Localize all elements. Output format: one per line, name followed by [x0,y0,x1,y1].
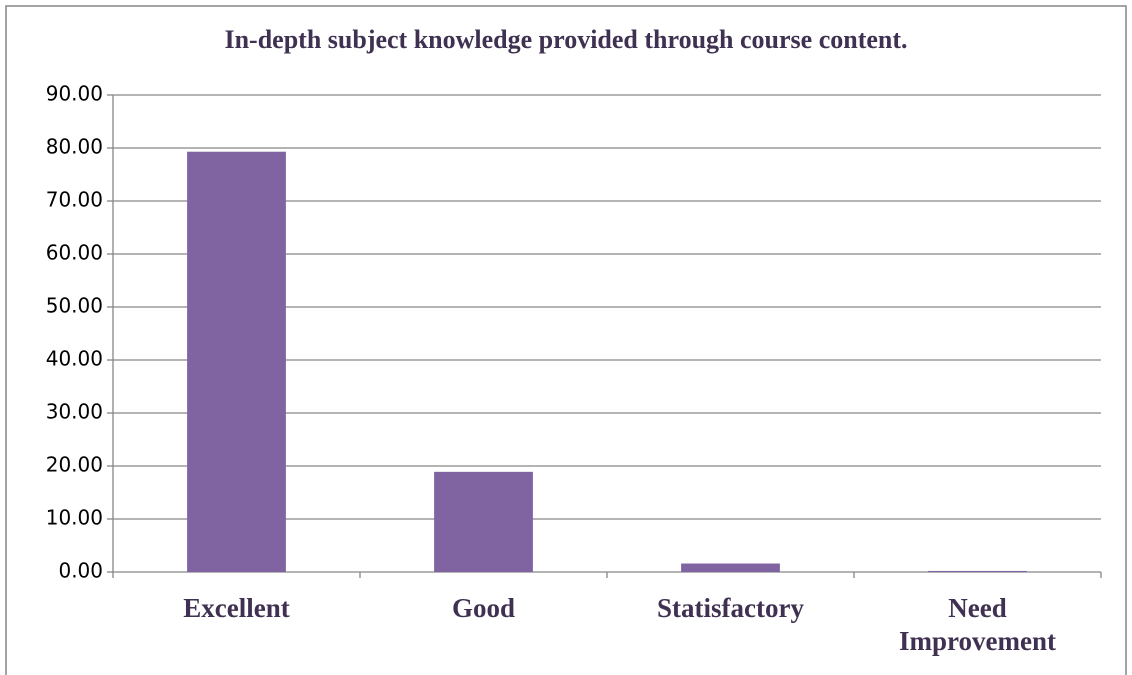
x-tick-label: Statisfactory [657,593,804,623]
y-tick-label: 70.00 [46,188,103,212]
x-tick-label: Excellent [183,593,290,623]
y-tick-label: 30.00 [46,400,103,424]
y-tick-label: 50.00 [46,294,103,318]
y-tick-label: 90.00 [46,82,103,106]
bar [187,151,286,572]
bar [681,563,780,572]
x-tick-label: Need Improvement [899,593,1056,656]
bar [434,471,533,572]
chart-frame [5,5,1127,675]
y-tick-label: 10.00 [46,506,103,530]
bar [928,570,1027,572]
x-tick-label: Good [451,593,516,623]
y-tick-label: 0.00 [58,559,103,583]
y-tick-label: 40.00 [46,347,103,371]
y-tick-label: 20.00 [46,453,103,477]
y-tick-label: 60.00 [46,241,103,265]
y-tick-label: 80.00 [46,135,103,159]
chart-title: In-depth subject knowledge provided thro… [224,25,907,54]
